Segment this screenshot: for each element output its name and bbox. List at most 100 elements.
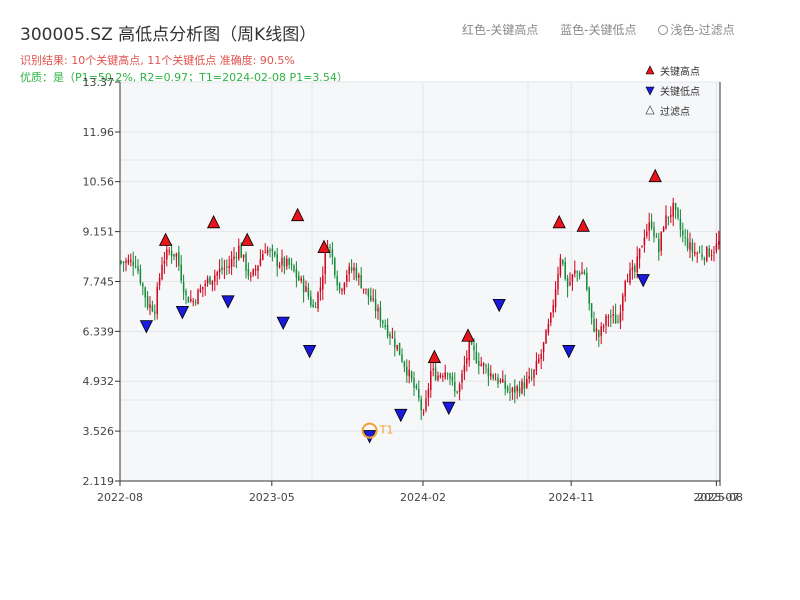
candle-body bbox=[293, 265, 295, 272]
candle-body bbox=[629, 269, 631, 284]
candle-body bbox=[475, 351, 478, 363]
candle-body bbox=[698, 252, 701, 254]
candle-body bbox=[149, 304, 151, 309]
key-high-marker bbox=[240, 232, 254, 246]
candle-body bbox=[142, 283, 144, 287]
candle-body bbox=[242, 254, 245, 258]
candle-body bbox=[696, 253, 698, 255]
candle-body bbox=[175, 253, 178, 257]
candle-body bbox=[146, 296, 149, 308]
candle-body bbox=[552, 305, 554, 313]
candle-body bbox=[487, 367, 490, 377]
candle-body bbox=[576, 271, 578, 273]
candle-body bbox=[274, 251, 276, 256]
candle-body bbox=[509, 391, 511, 393]
candle-body bbox=[290, 263, 293, 265]
candle-body bbox=[130, 259, 132, 262]
candle-body bbox=[194, 301, 197, 303]
x-tick-label: 2024-02 bbox=[400, 491, 446, 504]
candle-body bbox=[214, 275, 216, 282]
candle-body bbox=[341, 289, 343, 292]
candle-body bbox=[403, 361, 406, 367]
candle-body bbox=[665, 215, 667, 229]
candle-body bbox=[624, 281, 626, 297]
candle-body bbox=[406, 366, 408, 376]
x-tick-label: 2025-08 bbox=[697, 491, 743, 504]
candle-body bbox=[264, 252, 266, 254]
candle-body bbox=[122, 261, 125, 263]
candle-body bbox=[643, 237, 646, 246]
candle-body bbox=[660, 231, 662, 251]
candle-body bbox=[240, 245, 242, 258]
candle-body bbox=[691, 242, 694, 253]
candle-body bbox=[607, 316, 610, 318]
candle-body bbox=[269, 250, 271, 252]
candle-body bbox=[564, 261, 566, 279]
candle-body bbox=[583, 272, 586, 274]
candle-body bbox=[497, 377, 499, 384]
legend-low-label: 关键低点 bbox=[660, 85, 700, 98]
key-low-marker bbox=[175, 306, 190, 320]
candle-body bbox=[490, 373, 492, 377]
candle-body bbox=[197, 290, 199, 305]
candle-body bbox=[545, 330, 547, 344]
candle-body bbox=[547, 323, 550, 333]
candle-body bbox=[542, 342, 545, 353]
candle-body bbox=[420, 399, 422, 411]
candle-body bbox=[535, 361, 538, 371]
candle-body bbox=[415, 385, 418, 389]
candle-body bbox=[170, 250, 173, 256]
legend-light-text: 浅色-过滤点 bbox=[658, 23, 735, 37]
candle-body bbox=[202, 286, 204, 289]
candle-body bbox=[677, 208, 679, 218]
candle-body bbox=[161, 264, 163, 280]
y-tick-label: 6.339 bbox=[83, 325, 115, 338]
candle-body bbox=[670, 214, 672, 217]
candle-body bbox=[559, 258, 562, 275]
y-tick-label: 7.745 bbox=[83, 275, 115, 288]
candle-body bbox=[710, 255, 713, 257]
candle-body bbox=[434, 367, 437, 380]
circle-icon bbox=[658, 25, 669, 35]
candle-body bbox=[343, 283, 346, 291]
candle-body bbox=[686, 238, 689, 249]
candle-body bbox=[192, 300, 194, 302]
candle-body bbox=[305, 286, 307, 292]
candle-body bbox=[187, 297, 190, 303]
legend-red-text: 红色-关键高点 bbox=[462, 23, 539, 37]
legend-filtered-icon bbox=[645, 105, 655, 115]
t1-circle bbox=[361, 422, 378, 439]
candle-body bbox=[408, 369, 410, 377]
key-high-marker bbox=[427, 349, 442, 363]
candle-body bbox=[336, 275, 338, 286]
candle-body bbox=[300, 278, 302, 281]
candle-body bbox=[288, 258, 290, 265]
candle-body bbox=[367, 288, 370, 297]
candle-body bbox=[533, 370, 535, 378]
candle-body bbox=[466, 357, 468, 364]
candle-body bbox=[641, 246, 643, 248]
candle-body bbox=[377, 308, 379, 312]
candle-body bbox=[511, 387, 514, 393]
candle-body bbox=[574, 270, 576, 274]
result-summary: 识别结果: 10个关键高点, 11个关键低点 准确度: 90.5% bbox=[20, 54, 295, 67]
candle-body bbox=[461, 373, 463, 383]
candle-body bbox=[389, 334, 391, 338]
key-low-marker bbox=[221, 295, 235, 309]
candle-body bbox=[689, 242, 691, 250]
candle-body bbox=[350, 267, 353, 271]
candle-body bbox=[266, 249, 269, 254]
candle-body bbox=[655, 236, 658, 238]
candle-body bbox=[506, 386, 509, 392]
candle-body bbox=[648, 222, 650, 231]
candle-body bbox=[226, 266, 228, 268]
candle-body bbox=[516, 386, 518, 392]
candle-body bbox=[600, 326, 602, 336]
candle-body bbox=[382, 320, 384, 324]
candle-body bbox=[396, 344, 398, 350]
key-high-marker bbox=[206, 214, 221, 229]
candle-body bbox=[418, 388, 420, 398]
candle-body bbox=[646, 231, 648, 236]
candle-body bbox=[302, 278, 305, 293]
candle-body bbox=[180, 264, 182, 281]
